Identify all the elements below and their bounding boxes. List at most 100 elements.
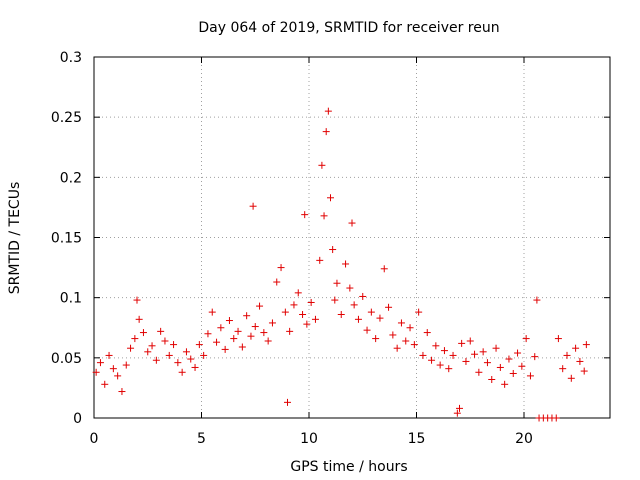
y-tick-label: 0.05 bbox=[51, 351, 82, 367]
data-point bbox=[462, 357, 470, 365]
data-point bbox=[432, 342, 440, 350]
data-point bbox=[324, 107, 332, 115]
axis-ticks: 0 0.05 0.1 0.15 0.2 0.25 0.3 0 5 10 15 20 bbox=[51, 50, 610, 447]
data-point bbox=[380, 265, 388, 273]
data-point bbox=[303, 320, 311, 328]
data-point bbox=[260, 329, 268, 337]
data-point bbox=[277, 264, 285, 272]
data-point bbox=[559, 365, 567, 373]
data-point bbox=[264, 337, 272, 345]
data-point bbox=[436, 361, 444, 369]
data-point bbox=[509, 369, 517, 377]
data-point bbox=[471, 350, 479, 358]
data-point bbox=[217, 324, 225, 332]
data-point bbox=[350, 301, 358, 309]
x-axis-label: GPS time / hours bbox=[290, 459, 407, 475]
data-point bbox=[475, 368, 483, 376]
data-point bbox=[359, 292, 367, 300]
data-point bbox=[109, 365, 117, 373]
data-point bbox=[284, 398, 291, 406]
data-point bbox=[251, 323, 259, 331]
data-point bbox=[526, 372, 534, 380]
data-point bbox=[466, 337, 474, 345]
data-point bbox=[152, 356, 160, 364]
data-point bbox=[208, 308, 216, 316]
data-point bbox=[505, 355, 513, 363]
data-point bbox=[453, 409, 461, 417]
data-point bbox=[410, 341, 418, 349]
data-point bbox=[249, 202, 257, 210]
data-point bbox=[139, 329, 147, 337]
y-axis-label: SRMTID / TECUs bbox=[7, 182, 23, 295]
data-point bbox=[268, 319, 276, 327]
data-point bbox=[458, 339, 466, 347]
data-point bbox=[148, 342, 156, 350]
data-point bbox=[247, 332, 255, 340]
data-point bbox=[376, 314, 384, 322]
data-point bbox=[518, 362, 526, 370]
data-point bbox=[281, 308, 289, 316]
data-points bbox=[92, 107, 590, 422]
data-point bbox=[294, 289, 302, 297]
data-point bbox=[488, 375, 496, 383]
data-point bbox=[135, 315, 143, 323]
data-point bbox=[290, 301, 298, 309]
data-point bbox=[92, 368, 100, 376]
data-point bbox=[385, 303, 393, 311]
data-point bbox=[372, 335, 380, 343]
data-point bbox=[96, 359, 104, 367]
y-tick-label: 0.15 bbox=[51, 231, 82, 247]
data-point bbox=[105, 351, 113, 359]
chart-title: Day 064 of 2019, SRMTID for receiver reu… bbox=[198, 20, 499, 36]
data-point bbox=[337, 311, 345, 319]
data-point bbox=[230, 335, 238, 343]
data-point bbox=[234, 327, 242, 335]
x-tick-label: 20 bbox=[515, 431, 533, 447]
data-point bbox=[174, 359, 182, 367]
data-point bbox=[406, 324, 414, 332]
data-point bbox=[101, 380, 109, 388]
data-point bbox=[320, 212, 328, 220]
data-point bbox=[580, 367, 588, 375]
data-point bbox=[195, 341, 203, 349]
data-point bbox=[204, 330, 212, 338]
data-point bbox=[331, 296, 339, 304]
grid-lines bbox=[94, 57, 610, 418]
data-point bbox=[456, 404, 463, 412]
data-point bbox=[157, 327, 165, 335]
data-point bbox=[445, 365, 453, 373]
data-point bbox=[402, 337, 410, 345]
data-point bbox=[479, 348, 487, 356]
data-point bbox=[449, 351, 457, 359]
data-point bbox=[572, 344, 580, 352]
data-point bbox=[307, 298, 315, 306]
data-point bbox=[238, 343, 246, 351]
data-point bbox=[333, 279, 341, 287]
data-point bbox=[419, 351, 427, 359]
data-point bbox=[213, 338, 221, 346]
data-point bbox=[187, 355, 195, 363]
data-point bbox=[531, 353, 539, 361]
data-point bbox=[299, 311, 307, 319]
data-point bbox=[191, 363, 199, 371]
y-tick-label: 0.1 bbox=[60, 291, 82, 307]
x-tick-label: 5 bbox=[197, 431, 206, 447]
y-tick-label: 0 bbox=[73, 411, 82, 427]
data-point bbox=[389, 331, 397, 339]
data-point bbox=[496, 363, 504, 371]
plot-frame bbox=[93, 56, 611, 419]
data-point bbox=[428, 356, 436, 364]
data-point bbox=[552, 414, 560, 422]
x-tick-label: 0 bbox=[90, 431, 99, 447]
data-point bbox=[316, 256, 324, 264]
data-point bbox=[118, 388, 126, 396]
data-point bbox=[225, 317, 233, 325]
data-point bbox=[200, 351, 208, 359]
data-point bbox=[311, 315, 319, 323]
data-point bbox=[354, 315, 362, 323]
data-point bbox=[114, 372, 122, 380]
data-point bbox=[144, 348, 152, 356]
data-point bbox=[273, 278, 281, 286]
data-point bbox=[165, 351, 173, 359]
